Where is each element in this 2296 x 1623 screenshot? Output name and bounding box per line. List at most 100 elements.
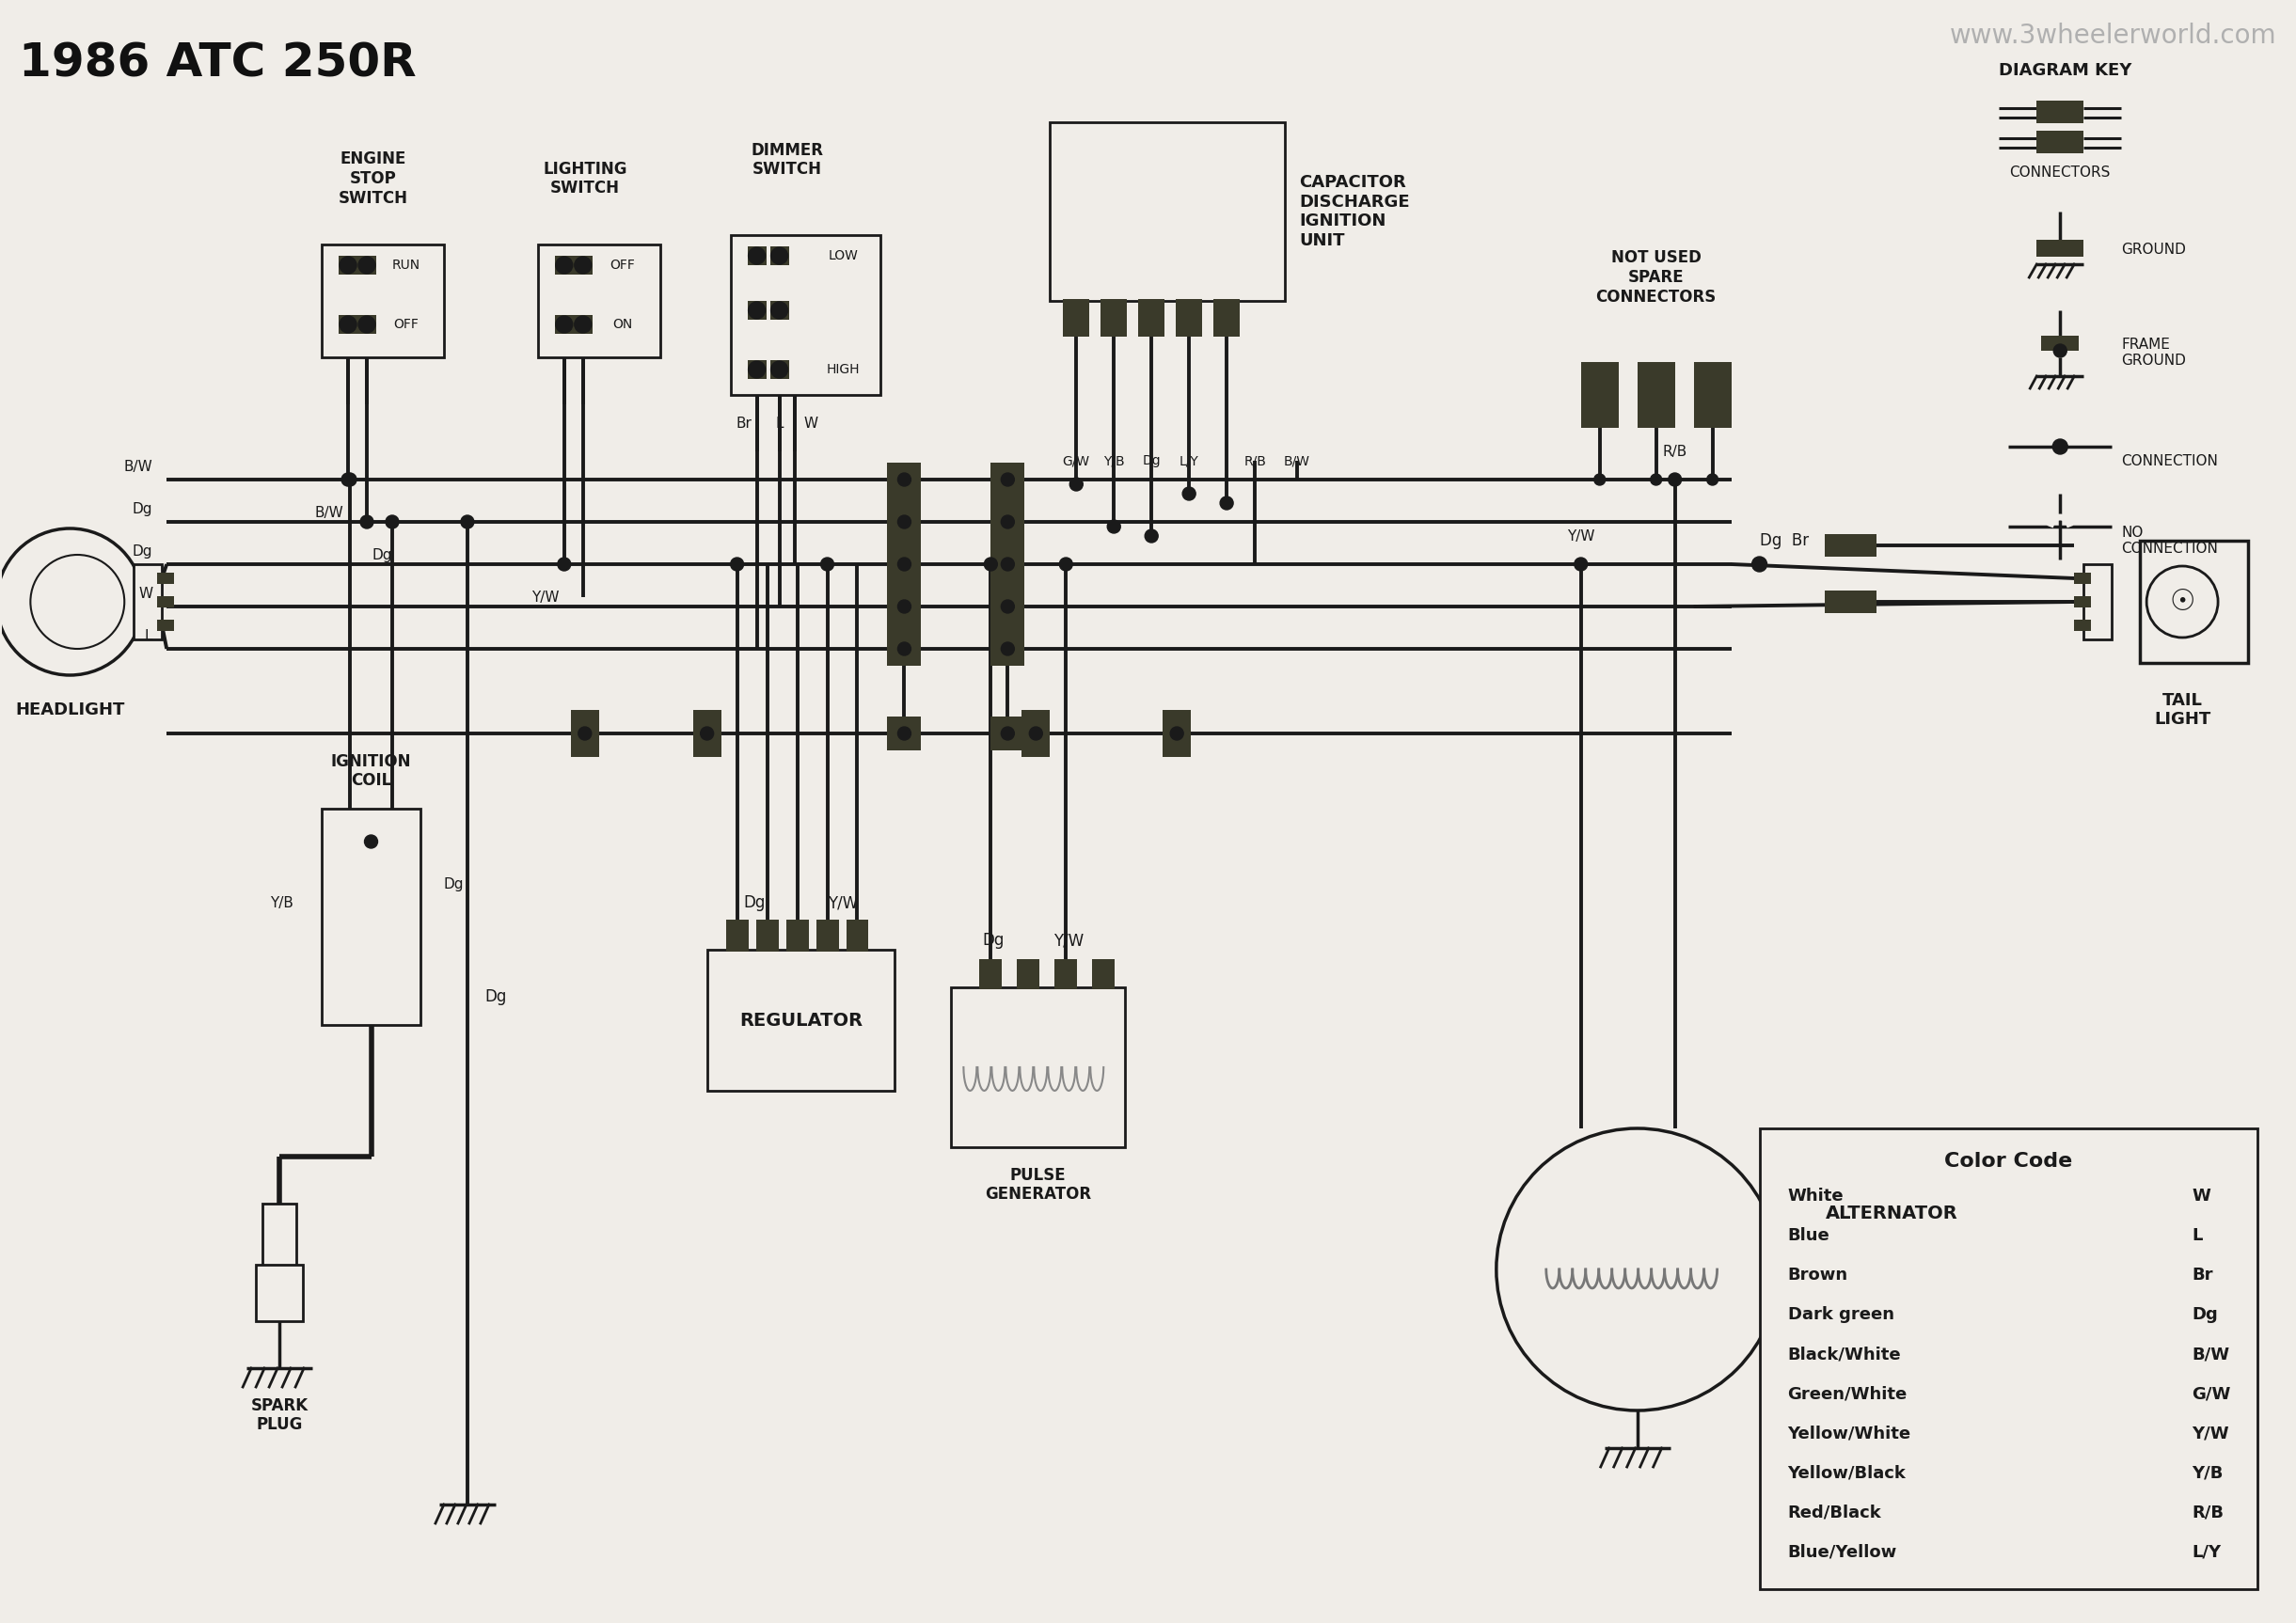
Text: NO
CONNECTION: NO CONNECTION	[2122, 526, 2218, 557]
Text: ALTERNATOR: ALTERNATOR	[1825, 1204, 1958, 1222]
Text: Dg: Dg	[133, 502, 152, 516]
Text: OFF: OFF	[611, 258, 636, 271]
Text: Dg: Dg	[983, 932, 1006, 949]
Text: Dg  Br: Dg Br	[1759, 532, 1809, 549]
Text: DIAGRAM KEY: DIAGRAM KEY	[1998, 62, 2131, 80]
Circle shape	[1001, 558, 1015, 571]
Circle shape	[1219, 497, 1233, 510]
Circle shape	[0, 529, 142, 675]
Circle shape	[898, 472, 912, 487]
Text: SPARK
PLUG: SPARK PLUG	[250, 1397, 308, 1433]
Circle shape	[2147, 566, 2218, 638]
Circle shape	[340, 256, 356, 274]
Circle shape	[360, 514, 374, 529]
Text: R/B: R/B	[2193, 1503, 2225, 1521]
Text: L: L	[145, 628, 152, 643]
Bar	[572, 709, 599, 756]
Circle shape	[2053, 344, 2066, 357]
Circle shape	[579, 727, 592, 740]
Text: Y/B: Y/B	[2193, 1464, 2223, 1482]
Text: OFF: OFF	[393, 318, 418, 331]
Bar	[769, 247, 790, 265]
Text: Yellow/Black: Yellow/Black	[1789, 1464, 1906, 1482]
Text: CONNECTION: CONNECTION	[2122, 454, 2218, 467]
Circle shape	[461, 514, 473, 529]
Text: FRAME
GROUND: FRAME GROUND	[2122, 338, 2186, 368]
Text: Color Code: Color Code	[1945, 1152, 2073, 1170]
Circle shape	[1107, 519, 1120, 534]
Text: Black/White: Black/White	[1789, 1345, 1901, 1363]
Text: HIGH: HIGH	[827, 364, 861, 377]
Bar	[158, 620, 174, 631]
Text: NOT USED
SPARE
CONNECTORS: NOT USED SPARE CONNECTORS	[1596, 250, 1717, 305]
Text: Y/W: Y/W	[2193, 1425, 2229, 1441]
Bar	[2037, 131, 2085, 153]
Bar	[748, 247, 767, 265]
Bar	[951, 987, 1125, 1147]
Circle shape	[898, 727, 912, 740]
Text: TAIL
LIGHT: TAIL LIGHT	[2154, 691, 2211, 729]
Circle shape	[1182, 487, 1196, 500]
Circle shape	[748, 302, 765, 318]
Circle shape	[898, 601, 912, 613]
Circle shape	[1575, 558, 1587, 571]
Text: White: White	[1789, 1188, 1844, 1204]
Text: Y/B: Y/B	[271, 896, 294, 911]
Circle shape	[386, 514, 400, 529]
Bar	[338, 256, 358, 274]
Bar	[1100, 299, 1127, 336]
Bar	[255, 1264, 303, 1321]
Text: Brown: Brown	[1789, 1266, 1848, 1284]
Text: Dg: Dg	[133, 544, 152, 558]
Circle shape	[556, 256, 572, 274]
Bar	[321, 808, 420, 1026]
Circle shape	[1669, 472, 1681, 487]
Text: HEADLIGHT: HEADLIGHT	[16, 701, 124, 719]
Circle shape	[820, 558, 833, 571]
Circle shape	[558, 558, 572, 571]
Bar	[1054, 959, 1077, 990]
Bar	[785, 920, 808, 951]
Text: L/Y: L/Y	[2193, 1543, 2220, 1560]
Text: Dark green: Dark green	[1789, 1307, 1894, 1323]
Text: Y/W: Y/W	[1568, 529, 1596, 544]
Bar	[1694, 362, 1731, 428]
Text: R/B: R/B	[1244, 454, 1265, 467]
Text: Blue: Blue	[1789, 1227, 1830, 1245]
Bar	[980, 959, 1001, 990]
Bar	[748, 300, 767, 320]
Bar	[2073, 573, 2092, 584]
Bar	[2085, 565, 2112, 639]
Bar	[537, 245, 659, 357]
Circle shape	[1752, 557, 1768, 571]
Circle shape	[898, 514, 912, 529]
Text: Green/White: Green/White	[1789, 1384, 1908, 1402]
Bar	[574, 315, 592, 334]
Text: GROUND: GROUND	[2122, 242, 2186, 256]
Bar	[338, 315, 358, 334]
Bar	[574, 256, 592, 274]
Circle shape	[748, 247, 765, 265]
Text: G/W: G/W	[2193, 1384, 2232, 1402]
Circle shape	[344, 472, 356, 487]
Bar	[1162, 709, 1192, 756]
Bar	[1825, 591, 1876, 613]
Circle shape	[1171, 727, 1182, 740]
Bar	[2041, 336, 2078, 351]
Bar	[1063, 299, 1091, 336]
Text: Dg: Dg	[372, 547, 393, 562]
Circle shape	[2053, 440, 2069, 454]
Circle shape	[748, 360, 765, 378]
Bar	[889, 716, 921, 750]
Circle shape	[30, 555, 124, 649]
Circle shape	[771, 302, 788, 318]
Text: ENGINE
STOP
SWITCH: ENGINE STOP SWITCH	[338, 151, 409, 206]
Text: R/B: R/B	[1662, 445, 1688, 458]
Text: Dg: Dg	[2193, 1307, 2218, 1323]
Text: L: L	[2193, 1227, 2202, 1245]
Bar	[730, 235, 882, 394]
Circle shape	[358, 316, 374, 333]
Bar	[1022, 709, 1049, 756]
Text: RUN: RUN	[393, 258, 420, 271]
Bar	[358, 315, 377, 334]
